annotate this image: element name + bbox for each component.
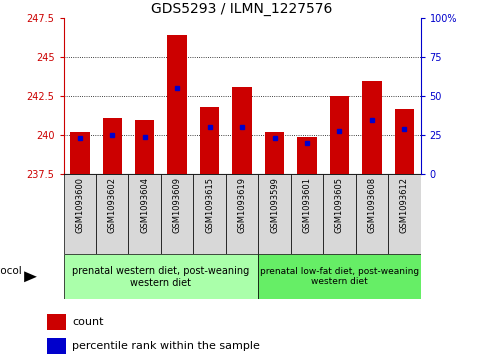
- Text: GSM1093605: GSM1093605: [334, 177, 343, 233]
- Text: GSM1093608: GSM1093608: [366, 177, 376, 233]
- Polygon shape: [24, 272, 37, 282]
- Bar: [264, 132, 284, 174]
- FancyBboxPatch shape: [128, 174, 161, 254]
- Bar: [47, 314, 66, 330]
- FancyBboxPatch shape: [96, 174, 128, 254]
- Bar: [200, 107, 219, 174]
- Text: GSM1093602: GSM1093602: [107, 177, 117, 233]
- Bar: [135, 119, 154, 174]
- Bar: [70, 132, 89, 174]
- Bar: [167, 35, 186, 174]
- Text: prenatal low-fat diet, post-weaning
western diet: prenatal low-fat diet, post-weaning west…: [259, 267, 418, 286]
- Bar: [329, 96, 348, 174]
- Text: GSM1093609: GSM1093609: [172, 177, 181, 233]
- FancyBboxPatch shape: [225, 174, 258, 254]
- Bar: [297, 137, 316, 174]
- FancyBboxPatch shape: [193, 174, 225, 254]
- FancyBboxPatch shape: [63, 174, 96, 254]
- Bar: [394, 109, 413, 174]
- Text: GSM1093612: GSM1093612: [399, 177, 408, 233]
- Text: count: count: [72, 317, 103, 327]
- Text: GSM1093599: GSM1093599: [269, 177, 279, 233]
- Text: protocol: protocol: [0, 266, 22, 276]
- FancyBboxPatch shape: [355, 174, 387, 254]
- FancyBboxPatch shape: [387, 174, 420, 254]
- FancyBboxPatch shape: [258, 174, 290, 254]
- FancyBboxPatch shape: [258, 254, 420, 299]
- FancyBboxPatch shape: [323, 174, 355, 254]
- Text: GSM1093604: GSM1093604: [140, 177, 149, 233]
- FancyBboxPatch shape: [63, 254, 258, 299]
- Title: GDS5293 / ILMN_1227576: GDS5293 / ILMN_1227576: [151, 2, 332, 16]
- Text: GSM1093619: GSM1093619: [237, 177, 246, 233]
- Bar: [102, 118, 122, 174]
- Text: GSM1093601: GSM1093601: [302, 177, 311, 233]
- FancyBboxPatch shape: [290, 174, 323, 254]
- Bar: [232, 87, 251, 174]
- FancyBboxPatch shape: [161, 174, 193, 254]
- Bar: [47, 338, 66, 354]
- Text: percentile rank within the sample: percentile rank within the sample: [72, 341, 260, 351]
- Bar: [362, 81, 381, 174]
- Text: GSM1093615: GSM1093615: [204, 177, 214, 233]
- Text: prenatal western diet, post-weaning
western diet: prenatal western diet, post-weaning west…: [72, 266, 249, 287]
- Text: GSM1093600: GSM1093600: [75, 177, 84, 233]
